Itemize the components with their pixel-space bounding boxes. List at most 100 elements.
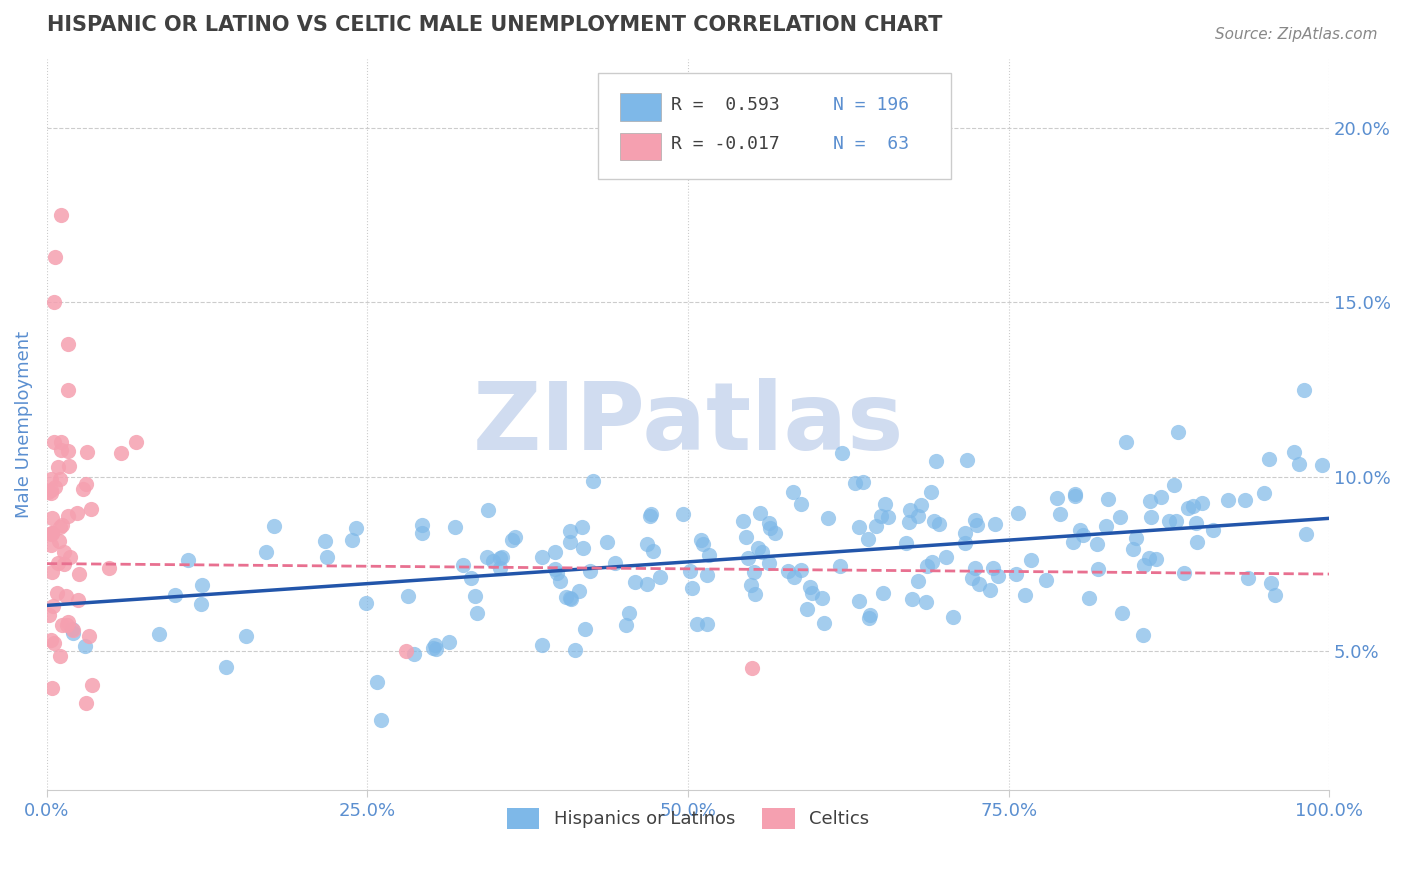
Point [1115, 435, 1137, 450]
Point [1257, 452, 1279, 467]
Point [776, 564, 799, 578]
Point [1159, 514, 1181, 528]
Point [1181, 499, 1204, 513]
Point [737, 551, 759, 566]
Point [191, 578, 214, 592]
Point [56, 443, 79, 458]
Point [1233, 492, 1256, 507]
Point [48, 533, 70, 548]
Point [1237, 571, 1260, 585]
Point [37, 484, 59, 499]
Point [907, 574, 929, 589]
Point [530, 638, 553, 652]
Point [922, 514, 945, 528]
Point [921, 555, 943, 569]
Point [969, 577, 991, 591]
Point [177, 553, 200, 567]
Point [692, 536, 714, 550]
Point [422, 640, 444, 655]
Text: HISPANIC OR LATINO VS CELTIC MALE UNEMPLOYMENT CORRELATION CHART: HISPANIC OR LATINO VS CELTIC MALE UNEMPL… [46, 15, 942, 35]
Point [1260, 575, 1282, 590]
Point [344, 521, 367, 535]
Y-axis label: Male Unemployment: Male Unemployment [15, 331, 32, 518]
Point [956, 453, 979, 467]
Point [848, 520, 870, 534]
Point [41, 681, 63, 695]
Point [859, 607, 882, 622]
Point [831, 446, 853, 460]
Point [77, 629, 100, 643]
Text: N =  63: N = 63 [832, 136, 910, 153]
Point [38, 608, 60, 623]
Text: R = -0.017: R = -0.017 [671, 136, 780, 153]
Point [740, 578, 762, 592]
Point [696, 567, 718, 582]
Point [858, 610, 880, 624]
Point [67, 566, 90, 581]
Point [1077, 591, 1099, 606]
Point [877, 509, 900, 524]
Point [744, 587, 766, 601]
Point [60, 622, 83, 636]
FancyBboxPatch shape [620, 93, 661, 121]
Point [1164, 514, 1187, 528]
Point [75, 640, 97, 654]
Point [1069, 523, 1091, 537]
Point [39, 472, 62, 486]
Point [404, 647, 426, 661]
Point [873, 497, 896, 511]
Point [531, 550, 554, 565]
Point [782, 485, 804, 500]
Point [482, 554, 505, 568]
Point [560, 592, 582, 607]
Point [62, 623, 84, 637]
Point [1109, 509, 1132, 524]
Point [678, 564, 700, 578]
Point [733, 514, 755, 528]
Point [56, 615, 79, 629]
Point [52, 545, 75, 559]
Point [443, 519, 465, 533]
Point [80, 678, 103, 692]
Point [960, 571, 983, 585]
Point [41, 526, 63, 541]
Point [896, 535, 918, 549]
Point [914, 595, 936, 609]
Point [1137, 551, 1160, 566]
Point [790, 563, 813, 577]
Point [637, 577, 659, 591]
Point [475, 549, 498, 564]
Point [488, 561, 510, 575]
Point [636, 537, 658, 551]
Point [49, 472, 72, 486]
Point [41, 565, 63, 579]
Point [671, 508, 693, 522]
Point [190, 598, 212, 612]
Point [915, 559, 938, 574]
Point [44, 295, 66, 310]
Point [955, 526, 977, 541]
Point [1184, 516, 1206, 531]
Point [51, 517, 73, 532]
Point [783, 570, 806, 584]
Point [578, 564, 600, 578]
Point [1150, 490, 1173, 504]
Point [215, 660, 238, 674]
Point [491, 549, 513, 564]
Point [62, 626, 84, 640]
Point [648, 569, 671, 583]
Point [603, 556, 626, 570]
Point [848, 593, 870, 607]
Point [354, 596, 377, 610]
Point [1035, 573, 1057, 587]
Point [741, 661, 763, 675]
Point [742, 565, 765, 579]
Legend: Hispanics or Latinos, Celtics: Hispanics or Latinos, Celtics [499, 800, 876, 836]
Point [1014, 589, 1036, 603]
FancyBboxPatch shape [599, 73, 950, 179]
Point [1064, 487, 1087, 501]
Point [1295, 527, 1317, 541]
Point [830, 559, 852, 574]
Point [1125, 532, 1147, 546]
Point [254, 545, 277, 559]
